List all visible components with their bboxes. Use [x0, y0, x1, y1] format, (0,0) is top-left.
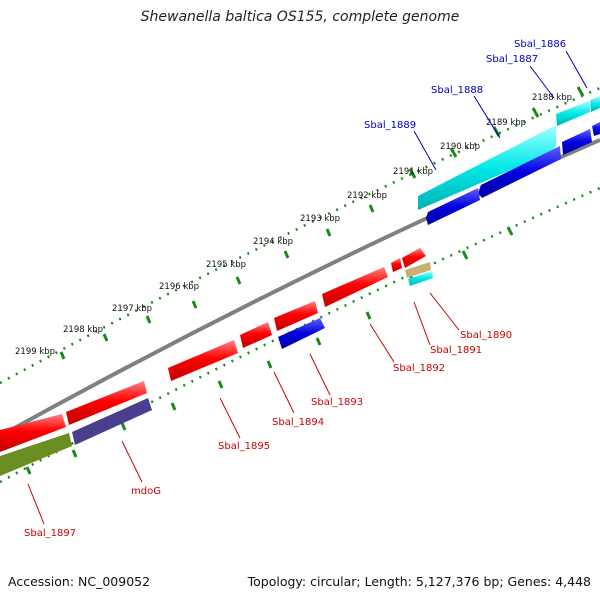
gene-label-sbal-1893[interactable]: Sbal_1893 [311, 397, 363, 408]
gene-label-mdog[interactable]: mdoG [131, 486, 161, 497]
gene-sbal-1892[interactable] [322, 267, 388, 307]
scale-label: 2189 kbp [486, 118, 526, 128]
scale-label: 2190 kbp [440, 142, 480, 152]
gene-sbal-1893[interactable] [274, 301, 318, 331]
gene-label-sbal-1894[interactable]: Sbal_1894 [272, 417, 324, 428]
map-title: Shewanella baltica OS155, complete genom… [140, 9, 460, 25]
leader-lines [27, 50, 588, 525]
gene-sbal-1897[interactable] [0, 414, 66, 452]
gene-sbal-1886-rev[interactable] [592, 122, 600, 136]
genome-summary-text: Topology: circular; Length: 5,127,376 bp… [247, 574, 591, 589]
gene-label-sbal-1895[interactable]: Sbal_1895 [218, 441, 270, 452]
gene-label-sbal-1892[interactable]: Sbal_1892 [393, 363, 445, 374]
gene-sbal-1886[interactable] [590, 96, 600, 112]
gene-mdog[interactable] [66, 381, 147, 425]
gene-label-sbal-1897[interactable]: Sbal_1897 [24, 528, 76, 539]
scale-label: 2199 kbp [15, 347, 55, 357]
scale-label: 2197 kbp [112, 304, 152, 314]
gene-sbal-1895[interactable] [168, 340, 238, 381]
scale-label: 2194 kbp [253, 237, 293, 247]
gene-sbal-1888-rev[interactable] [478, 146, 561, 198]
outer-major-ticks [59, 86, 585, 360]
gene-label-sbal-1887[interactable]: Sbal_1887 [486, 54, 538, 65]
accession-text: Accession: NC_009052 [8, 574, 151, 589]
gene-sbal-1890[interactable] [402, 248, 426, 268]
gene-label-sbal-1888[interactable]: Sbal_1888 [431, 85, 483, 96]
scale-label: 2195 kbp [206, 260, 246, 270]
gene-mdog-rev[interactable] [72, 398, 152, 445]
scale-label: 2196 kbp [159, 282, 199, 292]
gene-sbal-1887[interactable] [556, 101, 590, 126]
scale-label: 2198 kbp [63, 325, 103, 335]
gene-sbal-1890-tan[interactable] [405, 262, 431, 278]
gene-sbal-1888-1889[interactable] [418, 125, 556, 210]
gene-label-sbal-1891[interactable]: Sbal_1891 [430, 345, 482, 356]
gene-sbal-1897-rev[interactable] [0, 433, 72, 476]
gene-sbal-1889-rev[interactable] [426, 188, 480, 225]
gene-sbal-1894[interactable] [240, 322, 272, 348]
scale-label: 2188 kbp [532, 93, 572, 103]
gene-label-sbal-1889[interactable]: Sbal_1889 [364, 120, 416, 131]
gene-sbal-1887-rev[interactable] [562, 129, 592, 155]
gene-label-sbal-1886[interactable]: Sbal_1886 [514, 39, 566, 50]
gene-sbal-1893-rev[interactable] [278, 318, 325, 349]
scale-label: 2191 kbp [393, 167, 433, 177]
gene-sbal-1890-cyan[interactable] [408, 271, 433, 286]
scale-label: 2192 kbp [347, 191, 387, 201]
gene-label-sbal-1890[interactable]: Sbal_1890 [460, 330, 512, 341]
genome-backbone [0, 138, 600, 438]
gene-sbal-1891[interactable] [391, 258, 402, 272]
scale-label: 2193 kbp [300, 214, 340, 224]
